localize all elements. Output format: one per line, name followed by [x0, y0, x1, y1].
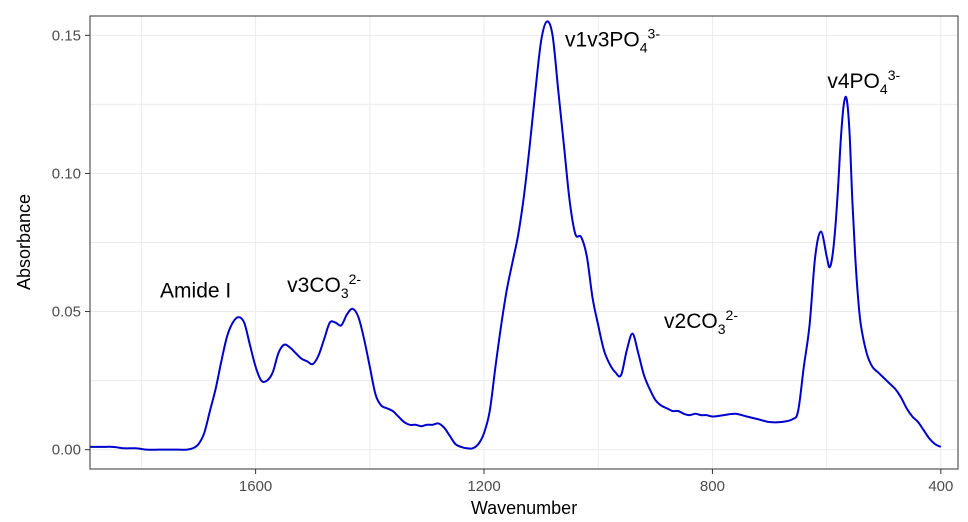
x-tick-label: 400: [928, 478, 953, 495]
x-axis-title: Wavenumber: [471, 498, 577, 518]
y-tick-label: 0.15: [52, 27, 81, 44]
gridlines: [90, 16, 958, 469]
peak-annotation: v4PO43-: [827, 67, 900, 97]
peak-annotations: Amide I v3CO32- v1v3PO43- v2CO32- v4PO43-: [160, 25, 900, 337]
x-tick-label: 1200: [467, 478, 500, 495]
peak-annotation: v3CO32-: [287, 271, 361, 301]
x-tick-label: 800: [700, 478, 725, 495]
peak-annotation: v2CO32-: [664, 307, 738, 337]
x-tick-label: 1600: [239, 478, 272, 495]
y-tick-label: 0.00: [52, 442, 81, 459]
y-axis-title: Absorbance: [14, 194, 34, 290]
y-tick-label: 0.10: [52, 165, 81, 182]
peak-annotation: Amide I: [160, 280, 231, 303]
peak-annotation: v1v3PO43-: [565, 25, 660, 55]
y-axis-ticks: 0.00 0.05 0.10 0.15: [52, 27, 90, 459]
y-tick-label: 0.05: [52, 304, 81, 321]
spectrum-series-line: [90, 20, 942, 451]
plot-panel-border: [89, 15, 959, 470]
x-axis-ticks: 1600 1200 800 400: [239, 469, 953, 495]
